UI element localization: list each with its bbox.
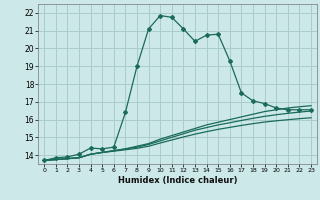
X-axis label: Humidex (Indice chaleur): Humidex (Indice chaleur) [118, 176, 237, 185]
